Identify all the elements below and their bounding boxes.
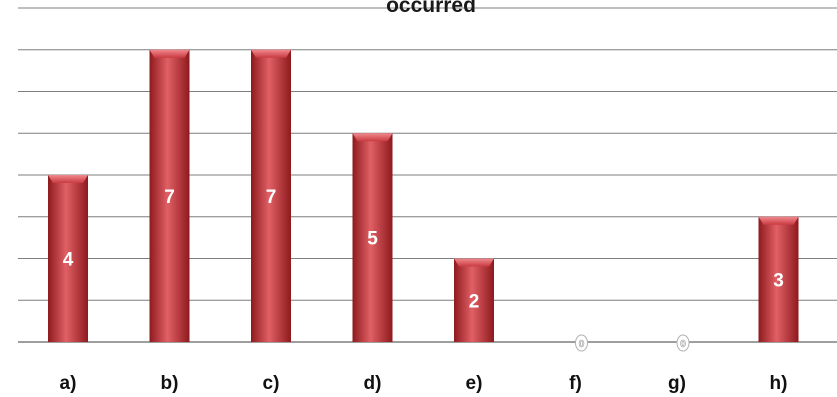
x-tick-label: c) [263,373,280,394]
data-label: 3 [773,270,784,291]
data-label: 7 [266,187,277,208]
bar [758,216,799,342]
bar-body [454,258,494,342]
bar-bevel [149,49,190,58]
x-tick-label: e) [466,373,483,394]
chart-title: occurred [386,0,476,17]
data-label: 0 [680,339,686,350]
bar-bevel [758,216,799,225]
bar-body [149,49,190,342]
data-label: 0 [579,339,585,350]
x-tick-label: d) [364,373,382,394]
x-axis-tick-labels: a) b) c) d) e) f) g) h) [60,373,788,394]
zero-label-marker [676,334,690,352]
bar-body [352,133,393,342]
x-tick-label: f) [569,373,582,394]
x-tick-label: g) [668,373,686,394]
x-tick-label: a) [60,373,77,394]
bars [48,49,799,342]
bar [454,258,494,342]
bar [352,133,393,342]
bar [149,49,190,342]
bar-bevel [454,258,494,267]
x-tick-label: h) [770,373,788,394]
bar-bevel [48,175,88,183]
data-label: 7 [164,187,175,208]
bar-body [48,175,88,342]
x-tick-label: b) [161,373,179,394]
data-label: 4 [63,250,74,271]
data-label: 2 [469,291,480,312]
bar-body [758,216,799,342]
data-label: 5 [367,229,378,250]
bar-bevel [251,49,291,58]
bar [251,49,291,342]
bar [48,175,88,342]
gridlines [18,7,837,343]
zero-label-marker [575,334,588,352]
bar-bevel [352,133,393,142]
data-labels: 4 7 7 5 2 0 0 3 [63,187,784,352]
bar-body [251,49,291,342]
